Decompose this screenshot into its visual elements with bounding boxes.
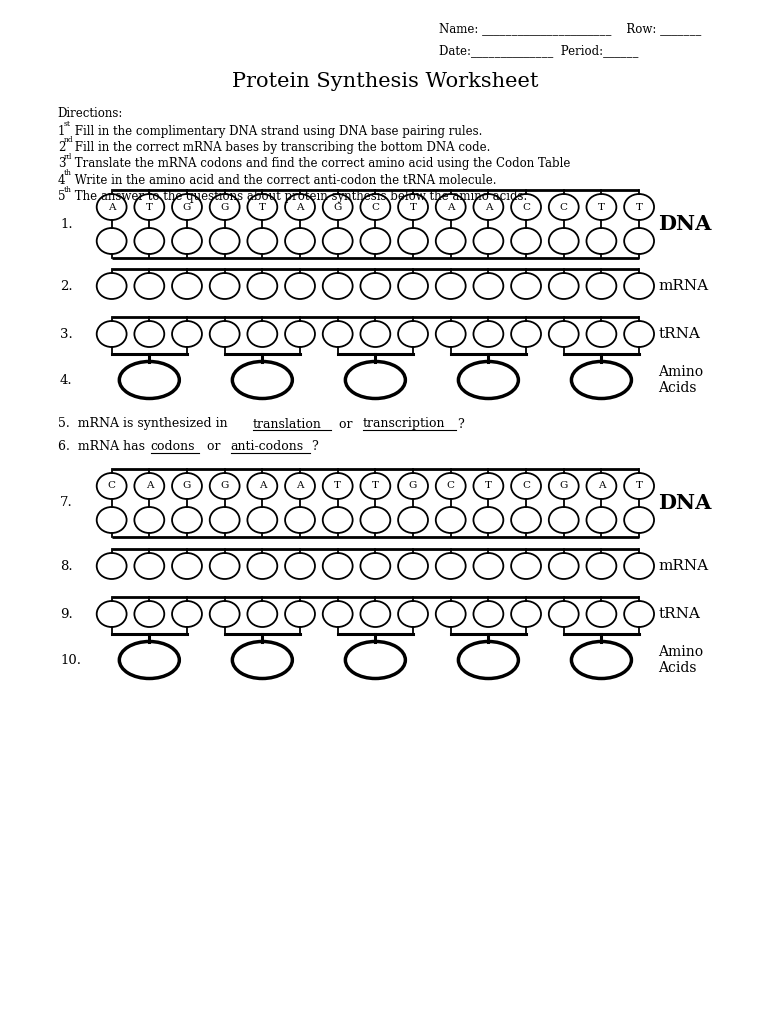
Text: A: A [296, 481, 304, 490]
Text: A: A [296, 203, 304, 212]
Text: C: C [371, 203, 380, 212]
Text: th: th [64, 186, 72, 194]
Text: Date:______________  Period:______: Date:______________ Period:______ [439, 44, 638, 57]
Text: T: T [410, 203, 417, 212]
Text: 2.: 2. [60, 280, 72, 293]
Text: Protein Synthesis Worksheet: Protein Synthesis Worksheet [232, 72, 538, 91]
Text: Fill in the correct mRNA bases by transcribing the bottom DNA code.: Fill in the correct mRNA bases by transc… [72, 141, 490, 154]
Text: ?: ? [457, 418, 464, 430]
Text: 8.: 8. [60, 559, 72, 572]
Text: or: or [203, 440, 224, 454]
Text: 6.  mRNA has: 6. mRNA has [58, 440, 149, 454]
Text: A: A [598, 481, 605, 490]
Text: 9.: 9. [60, 607, 73, 621]
Text: 3.: 3. [60, 328, 73, 341]
Text: The answer to the questions about protein synthesis below the amino acids.: The answer to the questions about protei… [72, 190, 527, 204]
Text: C: C [447, 481, 455, 490]
Text: 10.: 10. [60, 653, 81, 667]
Text: T: T [635, 203, 643, 212]
Text: C: C [522, 203, 530, 212]
Text: rd: rd [64, 153, 72, 161]
Text: tRNA: tRNA [658, 327, 700, 341]
Text: DNA: DNA [658, 214, 711, 234]
Text: T: T [372, 481, 379, 490]
Text: A: A [484, 203, 492, 212]
Text: G: G [182, 203, 191, 212]
Text: G: G [560, 481, 568, 490]
Text: Amino
Acids: Amino Acids [658, 645, 704, 675]
Text: 4: 4 [58, 174, 65, 187]
Text: anti-codons: anti-codons [231, 440, 304, 454]
Text: A: A [108, 203, 116, 212]
Text: mRNA: mRNA [658, 279, 708, 293]
Text: T: T [259, 203, 266, 212]
Text: ?: ? [311, 440, 317, 454]
Text: 2: 2 [58, 141, 65, 154]
Text: transcription: transcription [363, 418, 445, 430]
Text: st: st [64, 120, 71, 128]
Text: Write in the amino acid and the correct anti-codon the tRNA molecule.: Write in the amino acid and the correct … [72, 174, 497, 187]
Text: Translate the mRNA codons and find the correct amino acid using the Codon Table: Translate the mRNA codons and find the c… [72, 158, 571, 171]
Text: T: T [146, 203, 152, 212]
Text: 7.: 7. [60, 497, 73, 510]
Text: th: th [64, 170, 72, 177]
Text: C: C [108, 481, 116, 490]
Text: T: T [635, 481, 643, 490]
Text: T: T [598, 203, 605, 212]
Text: tRNA: tRNA [658, 607, 700, 621]
Text: G: G [220, 203, 229, 212]
Text: G: G [409, 481, 417, 490]
Text: G: G [220, 481, 229, 490]
Text: Amino
Acids: Amino Acids [658, 365, 704, 395]
Text: G: G [182, 481, 191, 490]
Text: Fill in the complimentary DNA strand using DNA base pairing rules.: Fill in the complimentary DNA strand usi… [72, 125, 483, 137]
Text: A: A [447, 203, 454, 212]
Text: C: C [560, 203, 567, 212]
Text: Name: ______________________    Row: _______: Name: ______________________ Row: ______… [439, 22, 701, 35]
Text: C: C [522, 481, 530, 490]
Text: mRNA: mRNA [658, 559, 708, 573]
Text: translation: translation [253, 418, 322, 430]
Text: DNA: DNA [658, 493, 711, 513]
Text: 5: 5 [58, 190, 65, 204]
Text: 4.: 4. [60, 374, 72, 386]
Text: codons: codons [151, 440, 196, 454]
Text: 1: 1 [58, 125, 65, 137]
Text: Directions:: Directions: [58, 106, 123, 120]
Text: 1.: 1. [60, 217, 72, 230]
Text: nd: nd [64, 136, 73, 144]
Text: A: A [146, 481, 153, 490]
Text: G: G [333, 203, 342, 212]
Text: or: or [335, 418, 357, 430]
Text: T: T [485, 481, 492, 490]
Text: 5.  mRNA is synthesized in: 5. mRNA is synthesized in [58, 418, 231, 430]
Text: 3: 3 [58, 158, 65, 171]
Text: A: A [259, 481, 266, 490]
Text: T: T [334, 481, 341, 490]
